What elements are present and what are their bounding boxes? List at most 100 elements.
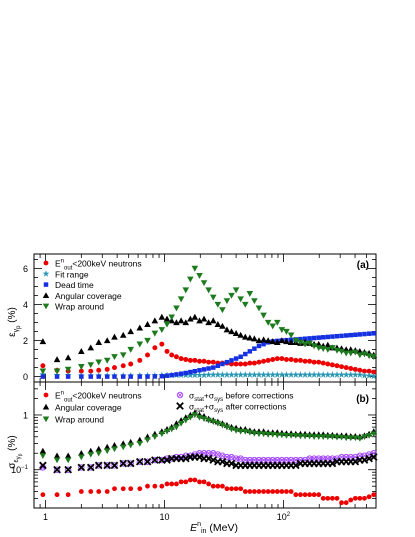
series-circle (40, 477, 377, 506)
data-point (78, 450, 85, 456)
data-point (297, 339, 304, 346)
data-point (273, 371, 281, 378)
data-point (104, 443, 111, 450)
data-point (219, 322, 226, 329)
data-point (274, 456, 281, 464)
data-point (191, 412, 199, 419)
y-tick-label: 10−1 (11, 465, 29, 475)
data-point (163, 428, 171, 435)
data-point (320, 335, 326, 340)
data-point (96, 489, 102, 494)
legend-label: Wrap around (55, 302, 104, 312)
data-point (87, 362, 95, 369)
data-point (311, 359, 317, 365)
data-point (273, 319, 281, 326)
data-point (287, 371, 295, 378)
data-point (104, 448, 111, 455)
data-point (319, 371, 327, 378)
data-point (365, 372, 373, 379)
data-point (339, 333, 344, 339)
data-point (324, 346, 332, 353)
data-point (247, 349, 253, 354)
data-point (218, 371, 226, 378)
shared-x-axis: 1 10 102 Enin (MeV) (43, 512, 291, 535)
data-point (242, 428, 249, 435)
data-point (137, 486, 143, 492)
data-point (183, 356, 189, 362)
data-point (238, 361, 244, 367)
data-point (218, 457, 227, 466)
data-point (214, 301, 222, 308)
data-point (223, 371, 231, 378)
data-point (159, 373, 165, 379)
data-point (357, 332, 363, 337)
data-point (94, 461, 103, 470)
data-point (333, 371, 341, 378)
data-point (370, 431, 377, 438)
data-point (196, 371, 203, 379)
data-point (356, 436, 364, 442)
data-point (298, 336, 303, 342)
data-point (329, 434, 336, 440)
data-point (215, 483, 221, 489)
data-point (371, 331, 376, 336)
data-point (348, 497, 354, 503)
data-point (227, 459, 236, 468)
data-point (191, 371, 199, 379)
data-point (95, 339, 103, 345)
data-point (283, 338, 290, 345)
data-point (64, 465, 73, 474)
data-point (183, 370, 189, 376)
data-point (65, 492, 71, 498)
data-point (223, 453, 231, 461)
data-point (264, 371, 272, 378)
data-point (251, 335, 258, 342)
data-point (86, 463, 95, 472)
x-tick-label: 10 (159, 512, 169, 522)
data-point (209, 371, 217, 378)
data-point (112, 486, 117, 492)
legend-label: Enout<200keV neutrons (55, 259, 142, 272)
data-point (104, 374, 110, 379)
data-point (250, 371, 258, 378)
data-point (288, 489, 294, 494)
data-point (232, 287, 240, 294)
data-point (338, 453, 345, 461)
x-axis-label: Enin (MeV) (190, 521, 238, 535)
data-point (256, 359, 262, 365)
data-point (111, 333, 118, 340)
data-point (333, 434, 341, 441)
data-point (206, 366, 211, 371)
data-point (233, 361, 239, 367)
data-point (278, 432, 286, 439)
data-point (137, 357, 143, 363)
data-point (128, 361, 134, 367)
data-point (78, 454, 85, 461)
data-point (206, 481, 212, 487)
data-point (177, 317, 185, 324)
data-point (311, 492, 317, 498)
data-point (205, 450, 212, 457)
data-point (88, 374, 93, 379)
data-point (366, 331, 372, 336)
data-point (159, 341, 165, 347)
legend-marker (43, 260, 49, 266)
data-point (274, 356, 280, 362)
data-point (187, 477, 193, 483)
data-point (260, 312, 267, 319)
data-point (178, 479, 184, 485)
data-point (136, 324, 144, 331)
data-point (348, 332, 353, 338)
data-point (200, 416, 208, 423)
data-point (219, 307, 226, 314)
data-point (279, 489, 285, 494)
data-point (282, 371, 290, 378)
data-point (144, 321, 151, 327)
data-point (54, 374, 60, 379)
data-point (232, 427, 240, 434)
data-point (283, 433, 290, 439)
data-point (310, 343, 318, 350)
data-point (270, 356, 276, 362)
data-point (201, 367, 207, 372)
